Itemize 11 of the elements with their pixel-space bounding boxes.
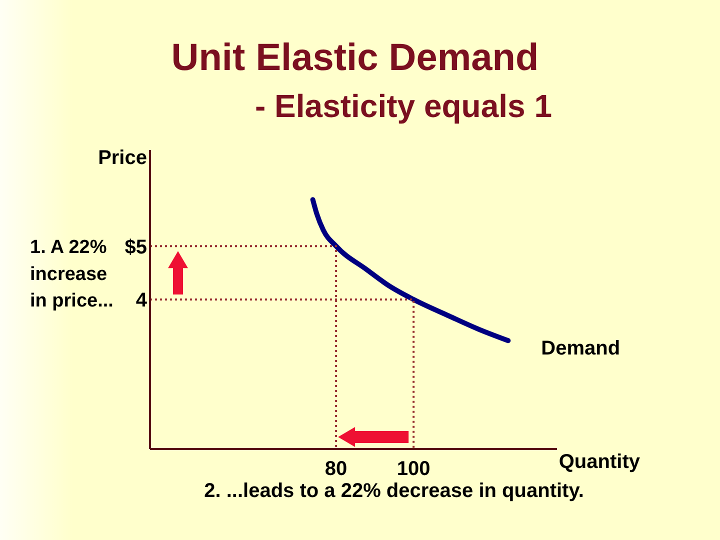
y-axis-title: Price [98,147,147,169]
text: 2. ...leads to a 22% decrease in quantity. [204,480,584,502]
x-tick-label: 80 [324,458,348,480]
x-tick-label: 100 [396,458,430,480]
y-tick-label: $5 [124,236,147,258]
y-tick-label: 4 [136,290,148,312]
x-axis-title: Quantity [558,451,641,473]
text: 1. A 22% increase in price... [30,237,114,312]
series-label: Demand [541,338,620,360]
chart-title: Unit Elastic Demand [171,37,539,79]
chart-subtitle: - Elasticity equals 1 [254,88,552,124]
